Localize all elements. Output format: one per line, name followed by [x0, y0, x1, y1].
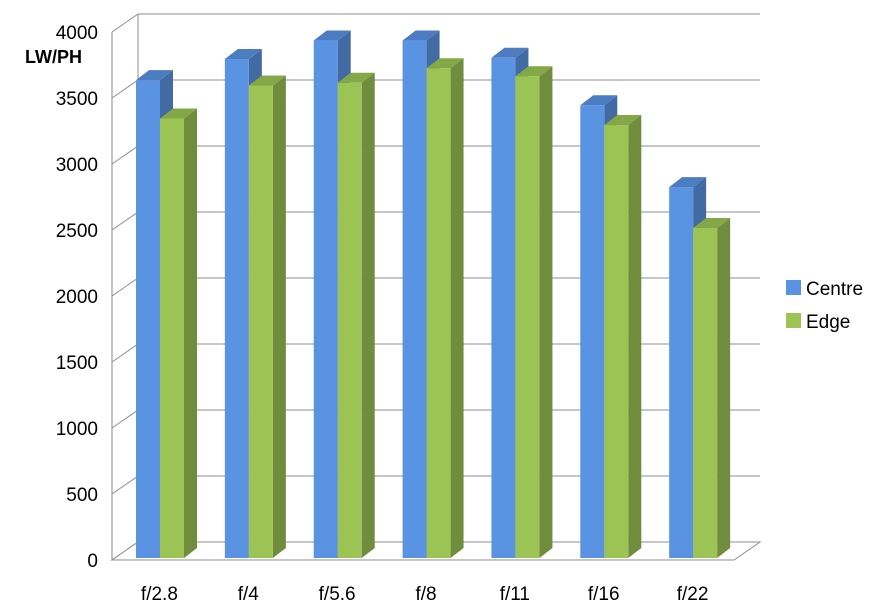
y-tick-label: 3000 — [56, 155, 98, 176]
bar-top — [248, 75, 286, 86]
bar-top — [136, 70, 173, 81]
bar-top — [426, 58, 464, 69]
bar-top — [224, 49, 262, 60]
x-tick-labels: f/2.8 f/4 f/5.6 f/8 f/11 f/16 f/22 — [141, 584, 708, 605]
bar-edge-0 — [160, 108, 197, 558]
x-tick-label: f/2.8 — [141, 584, 178, 605]
bar-front — [426, 68, 451, 558]
x-tick-label: f/8 — [415, 584, 436, 605]
bar-top — [515, 66, 553, 77]
legend-swatch-centre — [786, 280, 801, 295]
bar-front — [248, 85, 273, 558]
y-tick-label: 4000 — [56, 23, 98, 44]
legend-swatch-edge — [786, 313, 801, 328]
bar-front — [580, 105, 605, 559]
x-tick-label: f/11 — [500, 584, 530, 605]
legend-label-centre: Centre — [806, 279, 863, 300]
bar-top — [160, 108, 197, 119]
gridline-wall — [111, 79, 139, 99]
bar-side — [450, 58, 464, 558]
bar-side — [628, 115, 642, 558]
bar-edge-3 — [426, 58, 464, 558]
bar-top — [491, 47, 529, 58]
gridline-wall — [111, 211, 139, 231]
y-tick-label: 3500 — [56, 89, 98, 110]
y-tick-label: 0 — [87, 551, 98, 572]
y-tick-label: 500 — [66, 485, 98, 506]
x-tick-label: f/5.6 — [319, 584, 356, 605]
bar-edge-2 — [337, 72, 375, 559]
legend-label-edge: Edge — [806, 312, 850, 333]
gridline-wall — [111, 277, 139, 297]
bar-front — [515, 76, 540, 558]
bar-side — [539, 66, 553, 558]
bar-front — [669, 187, 694, 558]
bar-edge-1 — [248, 75, 286, 558]
bar-top — [313, 30, 351, 41]
x-tick-label: f/22 — [677, 584, 709, 605]
y-tick-label: 2000 — [56, 287, 98, 308]
bar-side — [272, 75, 286, 558]
bars — [136, 30, 731, 559]
bar-front — [337, 82, 362, 559]
bar-edge-6 — [693, 218, 731, 558]
y-tick-label: 1000 — [56, 419, 98, 440]
y-tick-label: 2500 — [56, 221, 98, 242]
bar-edge-5 — [604, 115, 642, 558]
bar-side — [184, 108, 197, 558]
bar-top — [693, 218, 731, 228]
x-tick-label: f/16 — [588, 584, 620, 605]
gridline-wall — [111, 13, 139, 33]
bar-side — [361, 72, 375, 559]
y-axis-label: LW/PH — [25, 47, 82, 67]
gridline-wall — [111, 409, 139, 429]
bar-front — [313, 40, 338, 559]
bar-top — [337, 72, 375, 83]
bar-top — [669, 177, 707, 188]
bar-front — [491, 57, 516, 558]
gridline-wall — [111, 475, 139, 495]
bar-front — [693, 228, 718, 558]
y-tick-labels: 0 500 1000 1500 2000 2500 3000 3500 4000 — [56, 23, 98, 572]
bar-front — [224, 59, 249, 558]
bar-top — [604, 115, 642, 126]
bar-edge-4 — [515, 66, 553, 558]
x-tick-label: f/4 — [238, 584, 260, 605]
bar-side — [717, 218, 731, 558]
gridline-wall — [111, 145, 139, 165]
gridline-wall — [111, 343, 139, 363]
bar-top — [402, 30, 440, 41]
legend: Centre Edge — [786, 279, 863, 333]
bar-front — [604, 125, 629, 558]
y-tick-label: 1500 — [56, 353, 98, 374]
bar-front — [160, 118, 184, 558]
bar-front — [136, 80, 160, 558]
bar-top — [580, 95, 618, 106]
bar-front — [402, 40, 427, 559]
